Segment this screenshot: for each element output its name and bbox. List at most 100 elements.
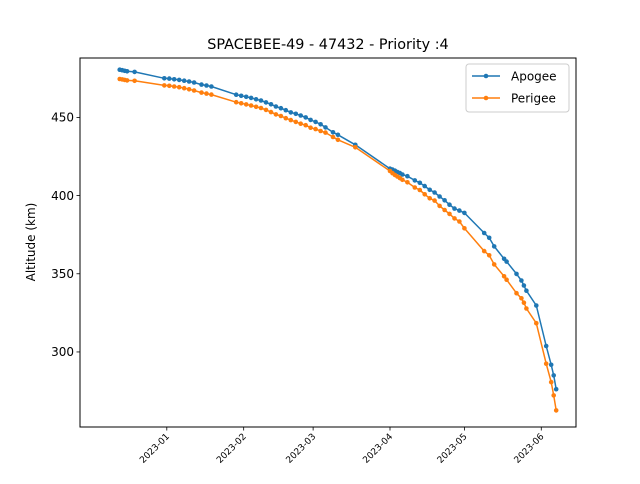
series-apogee-point bbox=[278, 105, 284, 111]
series-perigee-point bbox=[543, 361, 549, 367]
series-apogee-point bbox=[422, 183, 428, 189]
series-perigee-point bbox=[553, 408, 559, 413]
series-perigee-point bbox=[268, 109, 274, 115]
legend-perigee-marker bbox=[483, 95, 489, 101]
series-perigee-point bbox=[491, 262, 497, 267]
x-tick-label: 2023-02 bbox=[215, 432, 249, 466]
series-perigee-point bbox=[124, 78, 130, 83]
series-perigee-point bbox=[293, 119, 299, 125]
y-tick-label: 300 bbox=[51, 345, 74, 359]
series-perigee-point bbox=[199, 90, 204, 95]
legend: Apogee Perigee bbox=[465, 63, 570, 113]
series-perigee-point bbox=[176, 84, 182, 90]
series-perigee-point bbox=[204, 91, 209, 96]
series-apogee-point bbox=[303, 115, 309, 120]
series-perigee-point bbox=[191, 88, 197, 93]
series-apogee-point bbox=[268, 102, 274, 107]
series-apogee-point bbox=[323, 125, 328, 130]
series-perigee bbox=[117, 76, 559, 413]
series-apogee-point bbox=[288, 110, 294, 115]
series-apogee-point bbox=[335, 132, 341, 138]
series-perigee-point bbox=[548, 379, 554, 385]
y-tick-label: 350 bbox=[51, 267, 74, 281]
series-apogee-point bbox=[308, 117, 313, 123]
series-perigee-point bbox=[258, 105, 264, 111]
series-apogee-point bbox=[176, 77, 182, 83]
series-perigee-point bbox=[400, 177, 405, 183]
series-apogee-point bbox=[437, 194, 442, 199]
series-apogee-point bbox=[199, 82, 204, 87]
series-apogee-point bbox=[432, 190, 437, 195]
series-apogee-point bbox=[191, 80, 197, 85]
series-perigee-point bbox=[238, 101, 244, 106]
series-perigee-point bbox=[243, 102, 249, 107]
series-perigee-point bbox=[534, 320, 539, 326]
series-apogee-point bbox=[427, 187, 433, 193]
y-tick-label: 400 bbox=[51, 189, 74, 203]
series-perigee-point bbox=[551, 393, 556, 398]
series-apogee-point bbox=[258, 98, 264, 103]
series-perigee-point bbox=[462, 226, 467, 231]
series-perigee-point bbox=[323, 130, 328, 135]
series-perigee-point bbox=[514, 290, 519, 296]
series-apogee-point bbox=[243, 94, 249, 100]
x-tick-label: 2023-06 bbox=[513, 432, 547, 466]
series-apogee-point bbox=[167, 76, 172, 81]
series-perigee-point bbox=[481, 248, 487, 254]
series-apogee-point bbox=[248, 95, 254, 101]
legend-apogee-marker bbox=[483, 73, 489, 79]
series-apogee-point bbox=[447, 202, 452, 207]
series-apogee-point bbox=[283, 107, 289, 113]
series-apogee-point bbox=[318, 122, 323, 127]
series-perigee-point bbox=[447, 211, 452, 217]
series-apogee-point bbox=[462, 210, 467, 216]
series-apogee-point bbox=[521, 283, 527, 288]
ticks-layer: 300 350 400 450 2023-01 2023-02 2023-03 2023-04… bbox=[51, 111, 546, 466]
series-apogee-point bbox=[253, 97, 259, 102]
series-apogee-point bbox=[181, 78, 187, 83]
series-perigee-point bbox=[524, 306, 529, 311]
series-apogee-point bbox=[298, 113, 304, 118]
series-perigee-point bbox=[486, 253, 492, 258]
series-apogee-point bbox=[273, 104, 279, 109]
series-apogee-point bbox=[405, 173, 410, 179]
series-perigee-point bbox=[181, 85, 187, 91]
series-layer bbox=[117, 67, 559, 413]
series-perigee-point bbox=[263, 107, 269, 113]
plot-frame bbox=[79, 57, 577, 428]
series-perigee-point bbox=[209, 92, 214, 97]
series-perigee-point bbox=[132, 78, 137, 84]
series-perigee-point bbox=[303, 122, 309, 128]
series-apogee-point bbox=[551, 373, 556, 378]
series-apogee-point bbox=[124, 69, 130, 74]
x-tick-label: 2023-03 bbox=[285, 432, 319, 466]
series-apogee-point bbox=[524, 288, 529, 294]
series-apogee-point bbox=[209, 84, 214, 89]
x-tick-label: 2023-01 bbox=[138, 432, 172, 466]
series-perigee-point bbox=[412, 185, 418, 190]
series-apogee-point bbox=[519, 278, 524, 283]
series-perigee-point bbox=[452, 216, 457, 221]
series-perigee-point bbox=[330, 134, 336, 140]
series-perigee-point bbox=[417, 187, 423, 193]
series-perigee-point bbox=[288, 117, 294, 123]
series-apogee-point bbox=[186, 79, 192, 84]
series-perigee-point bbox=[248, 103, 254, 108]
series-apogee-point bbox=[313, 119, 318, 125]
series-perigee-line bbox=[119, 78, 557, 411]
series-perigee-point bbox=[519, 296, 524, 301]
series-perigee-point bbox=[313, 126, 318, 132]
series-perigee-point bbox=[308, 125, 313, 130]
series-perigee-point bbox=[501, 274, 507, 279]
x-tick-label: 2023-04 bbox=[361, 432, 395, 466]
series-perigee-point bbox=[353, 145, 358, 150]
series-perigee-point bbox=[167, 83, 172, 89]
series-perigee-point bbox=[298, 121, 304, 126]
series-apogee-point bbox=[452, 206, 457, 211]
series-perigee-point bbox=[442, 207, 447, 213]
series-apogee-point bbox=[412, 178, 418, 183]
series-perigee-point bbox=[253, 104, 259, 110]
series-apogee-point bbox=[543, 343, 549, 349]
